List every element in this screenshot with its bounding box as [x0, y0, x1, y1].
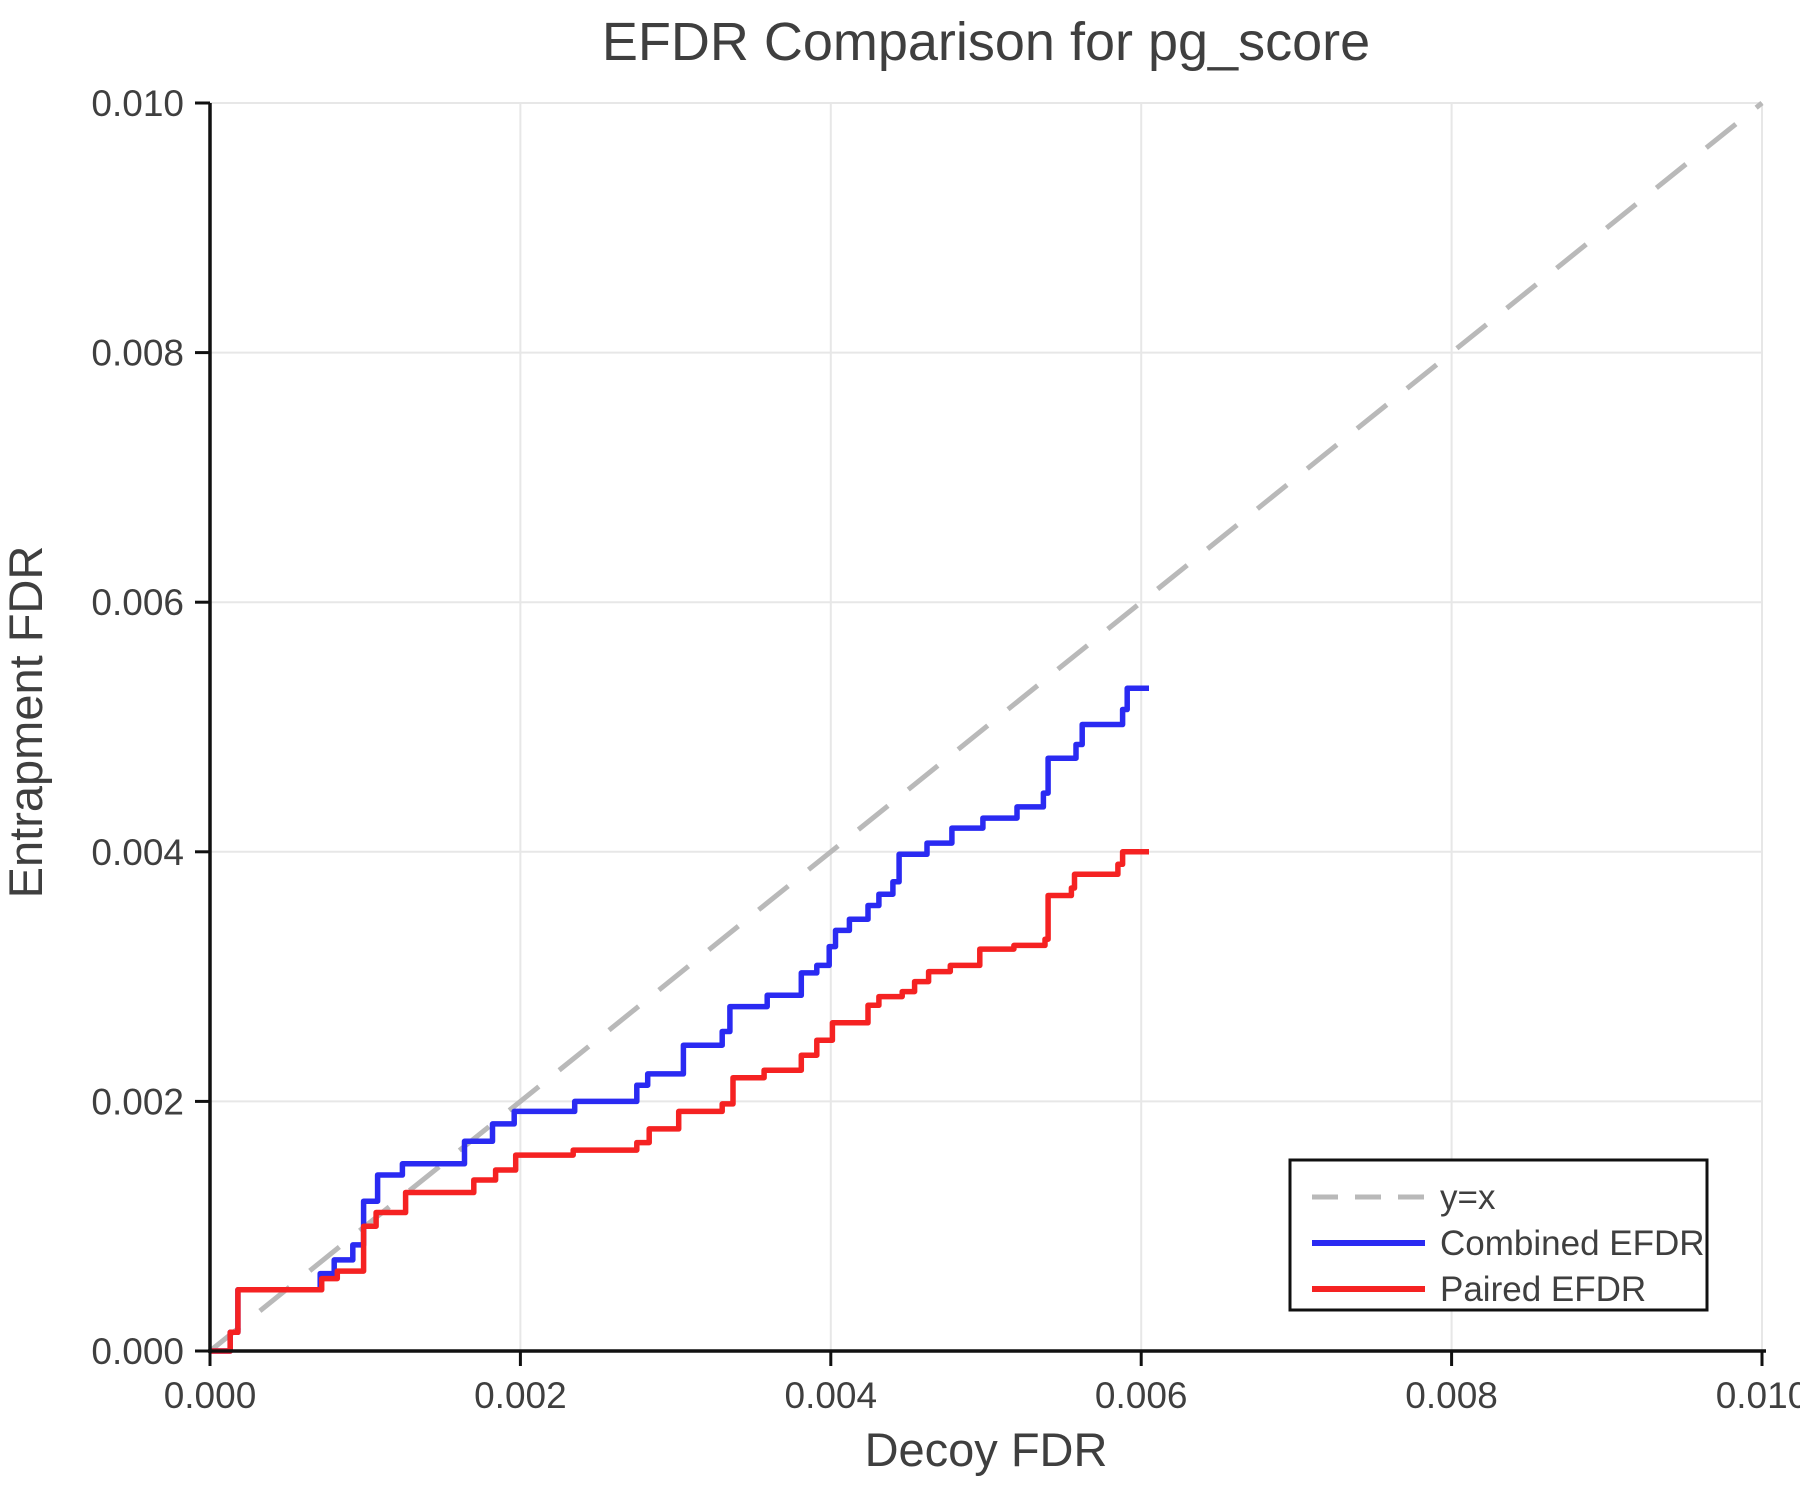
y-tick-label: 0.006 — [91, 582, 184, 623]
x-axis-label: Decoy FDR — [865, 1423, 1108, 1476]
x-tick-label: 0.004 — [785, 1375, 878, 1416]
y-tick-label: 0.008 — [91, 333, 184, 374]
tick-labels: 0.000 0.002 0.004 0.006 0.008 0.010 0.000 0.002… — [91, 83, 1800, 1416]
x-tick-label: 0.006 — [1095, 1375, 1188, 1416]
series-Combined EFDR — [210, 685, 1149, 1354]
axes-spines — [195, 101, 1766, 1366]
legend-box — [1288, 1158, 1709, 1312]
x-tick-label: 0.002 — [474, 1375, 567, 1416]
x-tick-label: 0.010 — [1716, 1375, 1800, 1416]
legend-label-yx: y=x — [1440, 1178, 1496, 1217]
legend-label-paired: Paired EFDR — [1440, 1270, 1646, 1309]
series-lines — [208, 101, 1764, 1354]
x-tick-label: 0.008 — [1405, 1375, 1498, 1416]
legend-label-combined: Combined EFDR — [1440, 1224, 1705, 1263]
series-Paired EFDR — [210, 849, 1149, 1354]
y-tick-label: 0.000 — [91, 1331, 184, 1372]
chart-title: EFDR Comparison for pg_score — [602, 12, 1370, 72]
y-tick-label: 0.010 — [91, 83, 184, 124]
gridlines — [210, 102, 1763, 1351]
y-axis-label: Entrapment FDR — [0, 546, 52, 899]
y-tick-label: 0.002 — [91, 1081, 184, 1122]
y-tick-label: 0.004 — [91, 832, 184, 873]
x-tick-label: 0.000 — [164, 1375, 257, 1416]
legend: y=x Combined EFDR Paired EFDR — [1288, 1158, 1709, 1312]
